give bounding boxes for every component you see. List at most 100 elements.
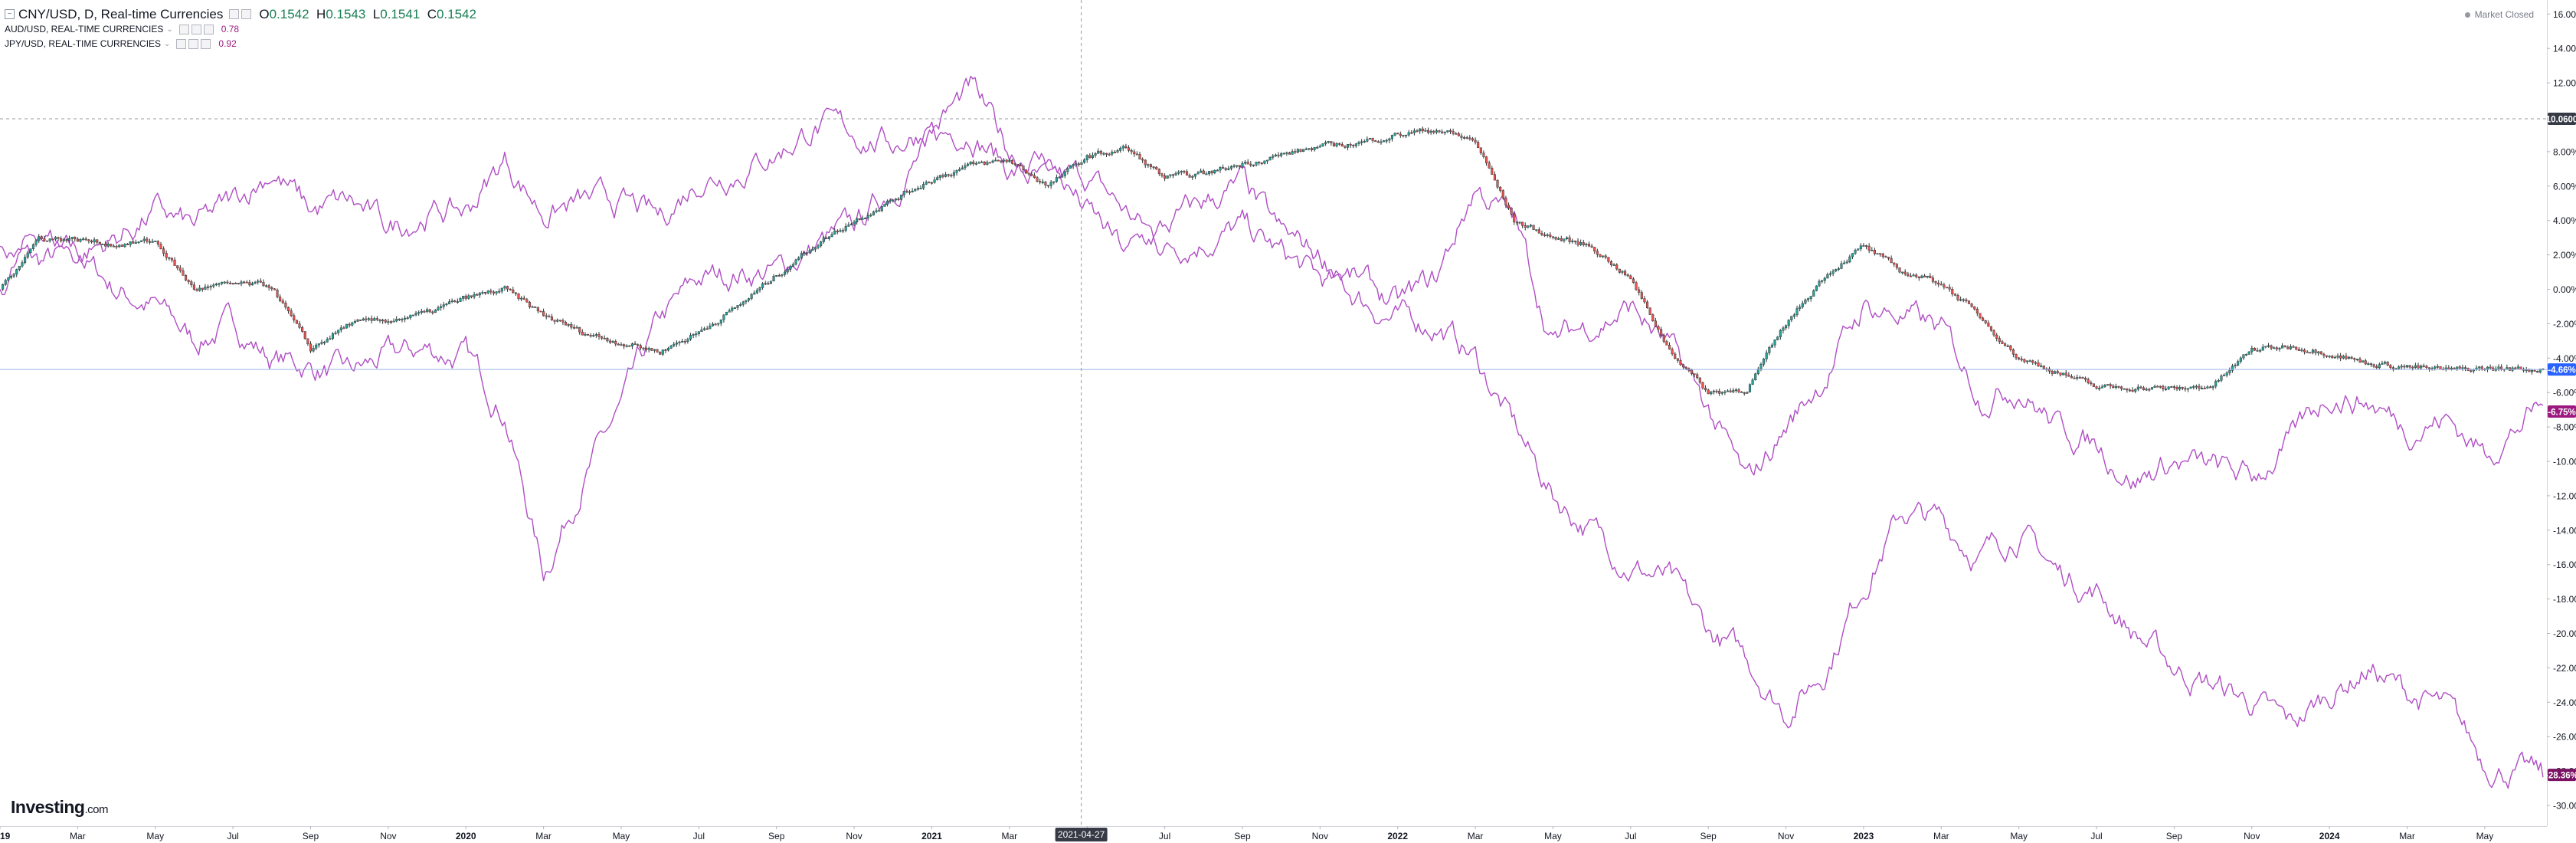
candle-body bbox=[700, 330, 703, 332]
candle-body bbox=[440, 306, 443, 308]
candle-body bbox=[650, 348, 653, 351]
candle-body bbox=[1929, 275, 1932, 278]
chevron-down-icon[interactable]: ⌄ bbox=[164, 40, 171, 48]
candle-body bbox=[1626, 274, 1629, 277]
close-icon[interactable] bbox=[201, 39, 211, 49]
candle-body bbox=[489, 290, 493, 293]
candle-body bbox=[2070, 376, 2074, 379]
settings-icon[interactable] bbox=[191, 25, 201, 34]
candle-body bbox=[1272, 156, 1275, 158]
candle-body bbox=[1030, 173, 1033, 176]
candle-body bbox=[395, 319, 398, 322]
collapse-legend-icon[interactable]: − bbox=[5, 9, 15, 19]
candle-body bbox=[159, 244, 162, 249]
candle-body bbox=[1213, 169, 1216, 174]
candle-body bbox=[2259, 349, 2262, 352]
settings-icon[interactable] bbox=[241, 9, 252, 19]
chevron-down-icon[interactable]: ⌄ bbox=[166, 25, 173, 34]
x-tick-label: Sep bbox=[2166, 831, 2183, 841]
candle-body bbox=[182, 270, 185, 276]
candle-body bbox=[1707, 389, 1710, 395]
candle-body bbox=[348, 323, 351, 326]
candle-body bbox=[1144, 159, 1147, 166]
candle-body bbox=[317, 343, 320, 346]
candle-body bbox=[1207, 171, 1211, 175]
candle-body bbox=[1354, 143, 1357, 146]
candle-body bbox=[286, 307, 290, 311]
candle-body bbox=[498, 290, 501, 293]
candle-body bbox=[2331, 356, 2334, 358]
series-layer bbox=[0, 75, 2545, 789]
candle-body bbox=[2150, 387, 2154, 390]
candle-body bbox=[2156, 385, 2159, 388]
candle-body bbox=[2489, 366, 2492, 369]
indicator-name[interactable]: JPY/USD, REAL-TIME CURRENCIES bbox=[5, 38, 162, 49]
candle-body bbox=[885, 200, 889, 205]
candle-body bbox=[2126, 388, 2129, 391]
candle-body bbox=[928, 182, 931, 184]
candle-body bbox=[2234, 365, 2237, 366]
candle-body bbox=[226, 281, 229, 284]
candle-body bbox=[2090, 382, 2093, 385]
x-tick-label: Mar bbox=[535, 831, 552, 841]
candle-body bbox=[492, 291, 495, 294]
candle-body bbox=[1970, 303, 1973, 307]
indicator-name[interactable]: AUD/USD, REAL-TIME CURRENCIES bbox=[5, 24, 164, 34]
candle-body bbox=[1127, 147, 1131, 151]
candle-body bbox=[675, 343, 678, 345]
candle-body bbox=[1953, 294, 1956, 296]
series-line-jpy-usd bbox=[0, 75, 2544, 490]
candle-body bbox=[2231, 366, 2234, 371]
candle-body bbox=[922, 184, 925, 189]
candle-body bbox=[503, 286, 506, 289]
y-tick-label: -20.00% bbox=[2553, 628, 2576, 639]
candle-body bbox=[755, 290, 758, 294]
eye-icon[interactable] bbox=[176, 39, 187, 49]
legend-indicator-jpy[interactable]: JPY/USD, REAL-TIME CURRENCIES ⌄ 0.92 bbox=[5, 37, 476, 51]
y-tick-label: 16.00% bbox=[2553, 9, 2576, 20]
close-icon[interactable] bbox=[203, 25, 214, 34]
candle-body bbox=[1524, 225, 1527, 228]
crosshair-date-bg bbox=[1055, 828, 1108, 841]
candle-body bbox=[2228, 370, 2231, 373]
y-tick-label: -18.00% bbox=[2553, 594, 2576, 605]
candle-body bbox=[176, 265, 179, 268]
candle-body bbox=[683, 341, 686, 343]
candle-body bbox=[1138, 154, 1141, 159]
x-tick-label: Jul bbox=[693, 831, 705, 841]
candle-body bbox=[925, 182, 928, 185]
candle-body bbox=[1563, 238, 1566, 241]
candle-body bbox=[381, 320, 385, 322]
candle-body bbox=[2261, 346, 2264, 351]
candle-body bbox=[375, 318, 378, 320]
legend-indicator-aud[interactable]: AUD/USD, REAL-TIME CURRENCIES ⌄ 0.78 bbox=[5, 22, 476, 37]
candle-body bbox=[1263, 160, 1266, 164]
candle-body bbox=[902, 191, 905, 195]
candle-body bbox=[57, 237, 60, 239]
candle-body bbox=[228, 282, 232, 284]
settings-icon[interactable] bbox=[188, 39, 199, 49]
candle-body bbox=[892, 199, 895, 202]
x-tick-label: Nov bbox=[1312, 831, 1328, 841]
candle-body bbox=[1557, 238, 1560, 240]
candle-body bbox=[1133, 151, 1136, 155]
candle-body bbox=[958, 169, 961, 171]
candle-body bbox=[1496, 179, 1499, 188]
candle-body bbox=[1116, 150, 1119, 153]
legend-symbol[interactable]: CNY/USD, D, Real-time Currencies bbox=[18, 7, 224, 21]
y-tick-label: -10.00% bbox=[2553, 457, 2576, 467]
candle-body bbox=[2081, 377, 2084, 379]
eye-icon[interactable] bbox=[229, 9, 240, 19]
candle-body bbox=[1895, 264, 1898, 268]
candle-body bbox=[1412, 130, 1416, 133]
candle-body bbox=[1288, 152, 1291, 155]
candle-body bbox=[2037, 362, 2040, 367]
candle-body bbox=[1782, 327, 1785, 331]
candle-body bbox=[1388, 138, 1391, 141]
candle-body bbox=[565, 322, 568, 326]
candle-body bbox=[1238, 165, 1241, 167]
candle-body bbox=[270, 287, 273, 290]
eye-icon[interactable] bbox=[178, 25, 189, 34]
candle-body bbox=[2223, 375, 2226, 376]
